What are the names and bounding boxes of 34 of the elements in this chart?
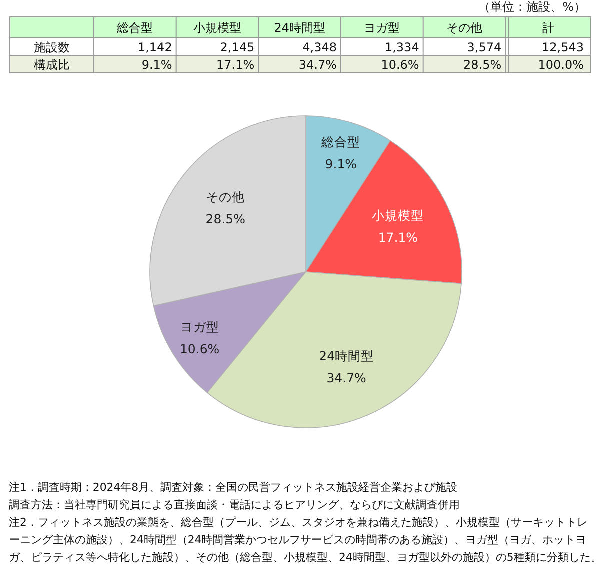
- text: 注2．フィットネス施設の業態を、総合型（プール、ジム、スタジオを兼ね備えた施設）、小規模型（サーキットトレーニング主体の施設）、24時間型（24時間営業かつセルフサービスの時間帯のある施設）、ヨガ型（ヨガ、ホットヨガ、ピラティス等へ特化した施設）、その他（総合型、小規模型、24時間型、ヨガ型以外の施設）の5種類に分類した。: [9, 516, 600, 564]
- text: （単位：施設、%）: [478, 0, 586, 14]
- data-label: 10.6%: [180, 342, 220, 357]
- data-label: 34.7%: [326, 370, 367, 386]
- data-label: 1,334: [384, 40, 420, 54]
- data-label: 4,348: [302, 40, 337, 54]
- data-label: 12,543: [542, 40, 584, 54]
- data-label: 3,574: [467, 40, 502, 54]
- series-label: 構成比: [34, 58, 70, 72]
- text: 調査方法：当社専門研究員による直接面談・電話によるヒアリング、ならびに文献調査併用: [9, 498, 460, 512]
- data-label: 9.1%: [325, 156, 358, 172]
- slice-label: 総合型: [320, 134, 361, 150]
- data-label: 34.7%: [298, 58, 337, 72]
- category-label: ヨガ型: [364, 21, 400, 35]
- data-label: 28.5%: [206, 212, 246, 227]
- slice-label: ヨガ型: [180, 320, 220, 335]
- slice-label: 24時間型: [319, 348, 374, 364]
- data-label: 2,145: [220, 40, 255, 54]
- slice-label: その他: [206, 190, 246, 205]
- data-label: 28.5%: [464, 58, 502, 72]
- data-label: 1,142: [138, 40, 172, 54]
- category-label: 計: [542, 21, 554, 35]
- category-label: その他: [446, 21, 482, 35]
- data-label: 10.6%: [381, 58, 420, 72]
- category-label: 総合型: [116, 21, 154, 35]
- data-label: 9.1%: [142, 58, 172, 72]
- data-label: 17.1%: [378, 230, 418, 246]
- data-label: 17.1%: [216, 58, 255, 72]
- category-label: 24時間型: [274, 21, 326, 35]
- text: 注1．調査時期：2024年8月、調査対象：全国の民営フィットネス施設経営企業および施設: [9, 481, 458, 494]
- category-label: 小規模型: [194, 21, 242, 35]
- text: 施設数: [34, 40, 70, 54]
- data-label: 100.0%: [538, 58, 584, 72]
- slice-label: 小規模型: [372, 208, 424, 224]
